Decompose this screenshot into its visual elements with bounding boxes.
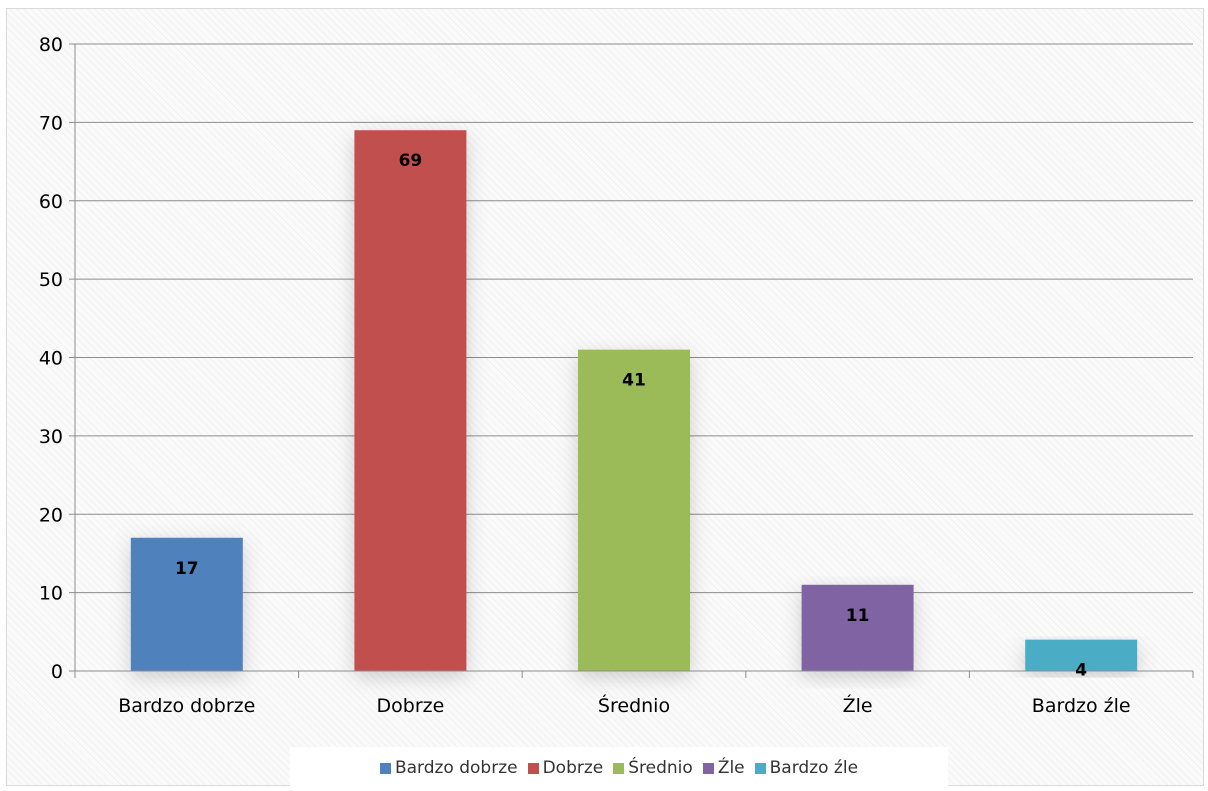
y-tick-label: 60 xyxy=(39,191,63,213)
legend-label: Bardzo źle xyxy=(769,758,859,778)
bar xyxy=(801,584,914,671)
legend-item-bardzo-dobrze: Bardzo dobrze xyxy=(379,758,518,778)
bar xyxy=(1025,639,1138,671)
x-tick-label: Średnio xyxy=(598,693,670,717)
legend-item-zle: Źle xyxy=(702,758,745,778)
y-tick-label: 10 xyxy=(39,583,63,605)
labels: 0 10 20 30 40 50 60 70 80 17 Bardzo dobrze 69 Dobrze… xyxy=(39,34,1131,717)
data-label: 41 xyxy=(622,371,646,391)
bars xyxy=(130,130,1138,671)
legend-label: Źle xyxy=(717,758,745,778)
legend-swatch xyxy=(527,762,539,774)
data-label: 4 xyxy=(1075,661,1087,681)
bar xyxy=(354,130,467,671)
legend-swatch xyxy=(702,762,714,774)
legend-swatch xyxy=(613,762,625,774)
legend-swatch xyxy=(754,762,766,774)
y-tick-label: 50 xyxy=(39,269,63,291)
bar xyxy=(578,349,690,671)
y-tick-label: 0 xyxy=(51,661,63,683)
axes xyxy=(69,43,1194,678)
y-tick-label: 40 xyxy=(39,348,63,370)
legend-label: Bardzo dobrze xyxy=(394,758,518,778)
legend: Bardzo dobrze Dobrze Średnio Źle Bardzo … xyxy=(290,747,948,789)
legend-label: Średnio xyxy=(628,758,693,778)
legend-item-dobrze: Dobrze xyxy=(527,758,604,778)
legend-swatch xyxy=(379,762,391,774)
y-tick-label: 30 xyxy=(39,426,63,448)
legend-label: Dobrze xyxy=(542,758,604,778)
x-tick-label: Bardzo dobrze xyxy=(118,695,255,717)
legend-item-bardzo-zle: Bardzo źle xyxy=(754,758,859,778)
y-tick-label: 20 xyxy=(39,504,63,526)
bar xyxy=(130,537,243,671)
bar-chart: 0 10 20 30 40 50 60 70 80 17 Bardzo dobrze 69 Dobrze… xyxy=(39,34,1194,717)
data-label: 69 xyxy=(399,151,423,171)
legend-item-srednio: Średnio xyxy=(613,758,693,778)
x-tick-label: Źle xyxy=(843,694,873,717)
x-tick-label: Bardzo źle xyxy=(1032,695,1131,717)
data-label: 17 xyxy=(175,559,199,579)
data-label: 11 xyxy=(846,606,870,626)
x-tick-label: Dobrze xyxy=(377,695,445,717)
y-tick-label: 70 xyxy=(39,112,63,134)
y-tick-label: 80 xyxy=(39,34,63,56)
chart-area: 0 10 20 30 40 50 60 70 80 17 Bardzo dobrze 69 Dobrze… xyxy=(6,8,1204,789)
